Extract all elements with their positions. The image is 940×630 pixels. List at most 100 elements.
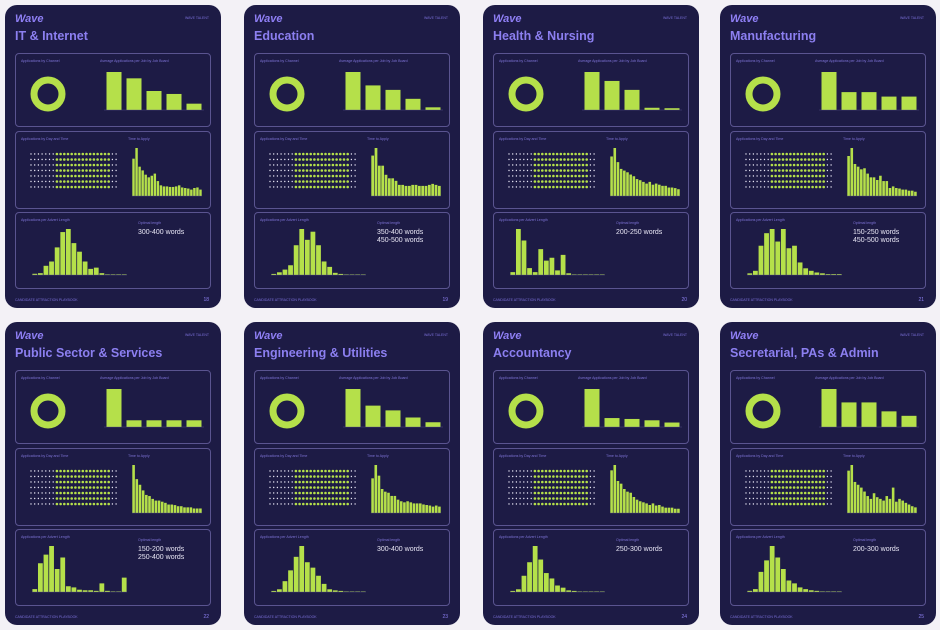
heat-dot bbox=[593, 186, 595, 188]
tta-bar bbox=[610, 470, 613, 513]
heat-dot bbox=[103, 497, 107, 500]
heat-dot bbox=[66, 169, 70, 172]
heat-dot bbox=[107, 480, 110, 484]
tta-bar bbox=[374, 465, 378, 513]
heat-dot bbox=[770, 486, 774, 489]
heat-dot bbox=[88, 475, 92, 478]
tta-bar bbox=[199, 508, 202, 513]
report-page[interactable]: Wave WAVE TALENT Education Applications by … bbox=[244, 5, 460, 308]
heat-dot bbox=[331, 158, 335, 161]
report-page[interactable]: Wave WAVE TALENT Public Sector & Services A… bbox=[5, 322, 221, 625]
heat-dot bbox=[269, 169, 271, 172]
report-page[interactable]: Wave WAVE TALENT Manufacturing Applications… bbox=[720, 5, 936, 308]
heat-dot bbox=[342, 174, 346, 178]
heat-dot bbox=[785, 497, 788, 500]
tta-bar bbox=[891, 487, 895, 513]
heat-dot bbox=[37, 470, 40, 472]
heat-dot bbox=[803, 180, 807, 183]
heat-dot bbox=[800, 152, 803, 156]
heat-dot bbox=[55, 497, 59, 500]
heat-dot bbox=[803, 169, 807, 172]
board-bar bbox=[584, 72, 600, 110]
tta-bar bbox=[866, 496, 869, 513]
tta-bar bbox=[164, 502, 167, 513]
tta-bar bbox=[132, 158, 135, 196]
heat-dot bbox=[519, 475, 521, 478]
page-title: IT & Internet bbox=[15, 29, 88, 43]
length-bar bbox=[355, 591, 361, 592]
heat-dot bbox=[55, 152, 59, 156]
heat-dot bbox=[541, 163, 544, 167]
heat-dot bbox=[523, 481, 525, 483]
heat-dot bbox=[280, 180, 282, 183]
heat-dot bbox=[350, 153, 353, 155]
optimal-length-value: 300-400 words bbox=[377, 546, 424, 553]
heat-dot bbox=[115, 492, 117, 494]
heat-dot bbox=[760, 492, 762, 494]
heat-dot bbox=[309, 475, 312, 478]
length-bar bbox=[588, 274, 594, 275]
heat-dot bbox=[555, 169, 559, 172]
heat-dot bbox=[770, 185, 774, 189]
tta-bar bbox=[882, 181, 885, 196]
heat-dot bbox=[537, 174, 540, 178]
heat-dot bbox=[88, 486, 92, 489]
heat-dot bbox=[774, 497, 777, 500]
heat-dot bbox=[273, 180, 275, 183]
length-card: Applications per Advert Length Optimal le… bbox=[15, 529, 211, 606]
heat-dot bbox=[302, 469, 305, 473]
length-bar bbox=[82, 590, 88, 592]
heat-dot bbox=[760, 475, 762, 478]
heat-dot bbox=[807, 480, 811, 484]
heat-dot bbox=[339, 158, 342, 161]
board-bar bbox=[385, 89, 401, 110]
heat-dot bbox=[70, 163, 73, 167]
heat-dot bbox=[77, 480, 81, 484]
heat-dot bbox=[316, 169, 320, 172]
heat-dot bbox=[331, 180, 335, 183]
heat-dot bbox=[800, 491, 803, 495]
report-page[interactable]: Wave WAVE TALENT Health & Nursing Applicati… bbox=[483, 5, 699, 308]
length-bar bbox=[538, 559, 544, 592]
footer-label: CANDIDATE ATTRACTION PLAYBOOK bbox=[730, 615, 793, 619]
heat-dot bbox=[752, 497, 755, 500]
heat-dot bbox=[111, 475, 114, 478]
heat-dot bbox=[803, 152, 807, 156]
heat-dot bbox=[320, 491, 324, 495]
report-page[interactable]: Wave WAVE TALENT Accountancy Applications b… bbox=[483, 322, 699, 625]
tta-bar bbox=[891, 186, 895, 196]
heat-dot bbox=[350, 503, 353, 505]
heat-dot bbox=[508, 164, 510, 166]
heat-dot bbox=[45, 175, 47, 177]
length-bar bbox=[82, 261, 88, 275]
heat-dot bbox=[508, 497, 510, 500]
heat-dot bbox=[533, 475, 537, 478]
heat-dot bbox=[774, 174, 777, 178]
heat-dot bbox=[298, 152, 301, 156]
length-card: Applications per Advert Length Optimal le… bbox=[730, 529, 926, 606]
heat-dot bbox=[581, 185, 585, 189]
heat-dot bbox=[309, 158, 312, 161]
heat-dot bbox=[803, 480, 807, 484]
heat-dot bbox=[100, 163, 103, 167]
heat-dot bbox=[555, 486, 559, 489]
report-page[interactable]: Wave WAVE TALENT Secretarial, PAs & Admin A… bbox=[720, 322, 936, 625]
heat-dot bbox=[559, 469, 563, 473]
heat-dot bbox=[544, 486, 548, 489]
heat-dot bbox=[342, 486, 346, 489]
heat-dot bbox=[287, 186, 290, 188]
heat-dot bbox=[276, 470, 279, 472]
heat-dot bbox=[767, 169, 769, 172]
heat-dot bbox=[41, 158, 43, 161]
report-page[interactable]: Wave WAVE TALENT Engineering & Utilities Ap… bbox=[244, 322, 460, 625]
heat-dot bbox=[533, 152, 537, 156]
heat-dot bbox=[48, 503, 51, 505]
heat-dot bbox=[541, 169, 544, 172]
heat-dot bbox=[756, 492, 758, 494]
heat-dot bbox=[815, 497, 818, 500]
channel-label: Applications by Channel bbox=[260, 376, 299, 380]
heat-dot bbox=[313, 475, 316, 478]
report-page[interactable]: Wave WAVE TALENT IT & Internet Applications… bbox=[5, 5, 221, 308]
heat-dot bbox=[284, 475, 286, 478]
heat-dot bbox=[74, 152, 77, 156]
